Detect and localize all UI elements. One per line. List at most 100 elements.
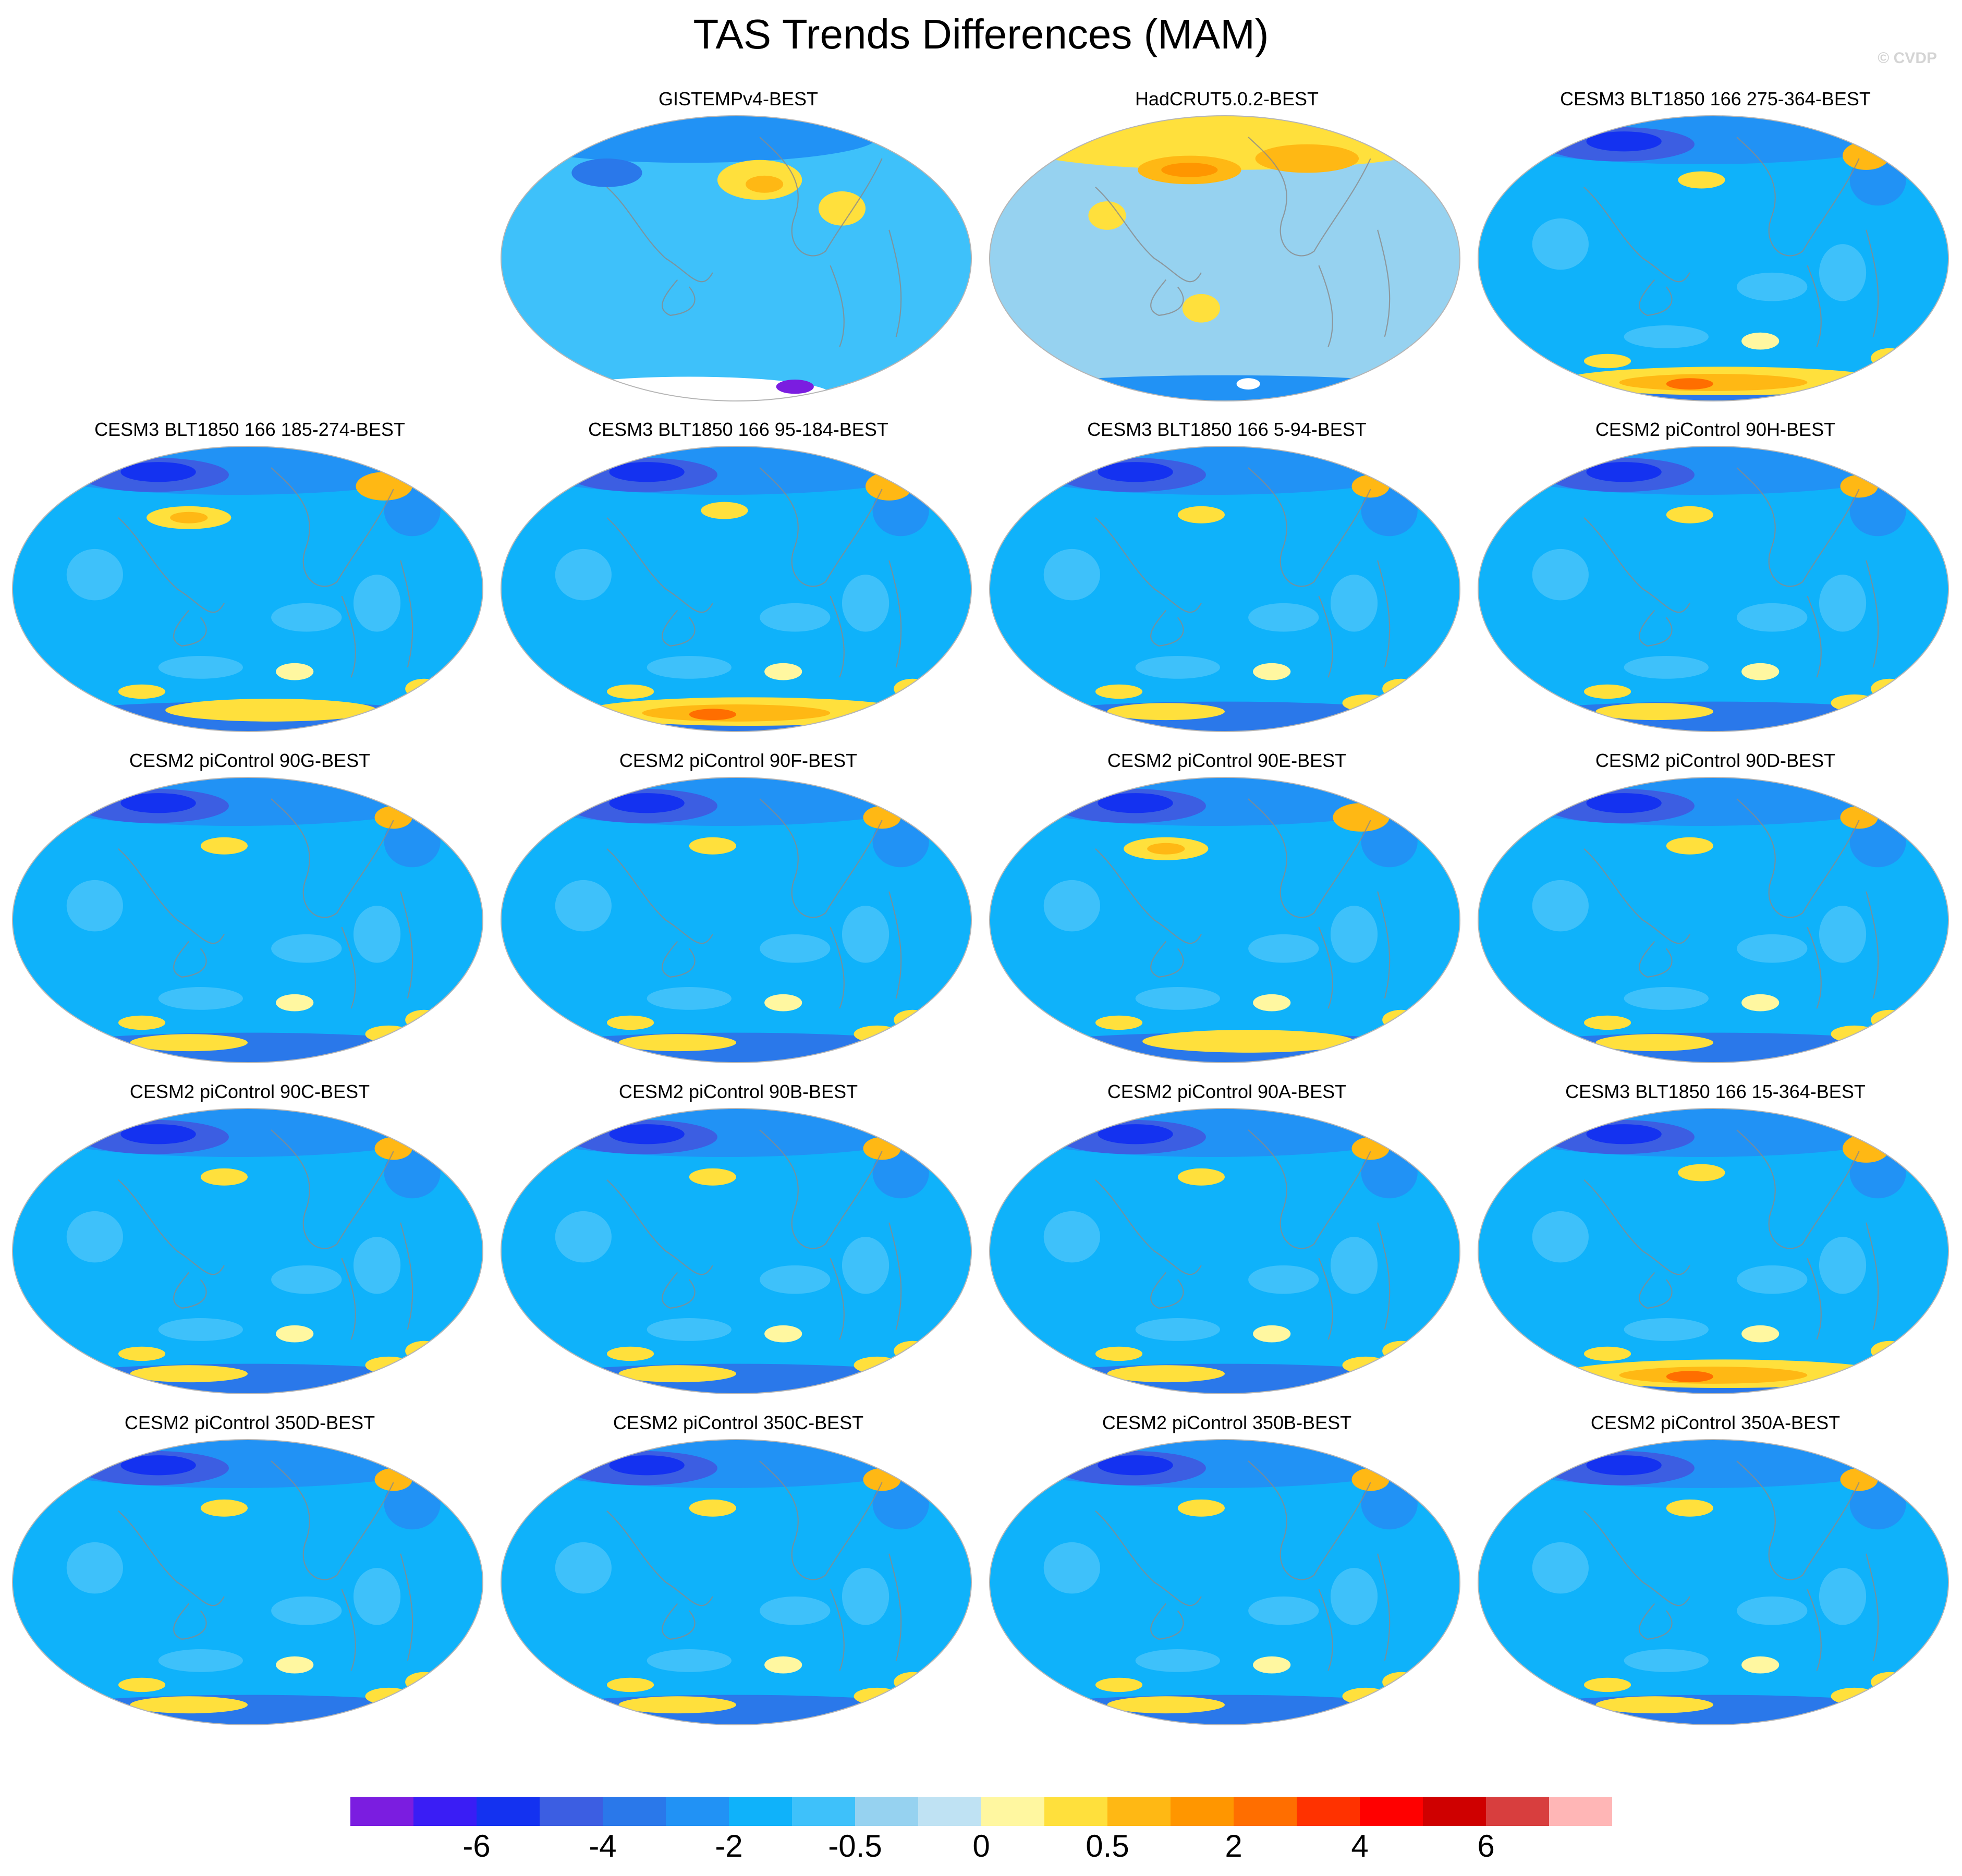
warm-atl: [818, 191, 866, 226]
colorbar-swatch: [540, 1797, 603, 1826]
light-patch-1: [66, 549, 123, 601]
coastline: [830, 927, 845, 1009]
warm-south-1: [118, 1677, 166, 1692]
light-patch-4: [353, 906, 401, 963]
coastline: [1377, 1222, 1391, 1330]
panel-title: CESM3 BLT1850 166 15-364-BEST: [1565, 1081, 1866, 1102]
colorbar-tick-label: 0: [972, 1829, 990, 1863]
map-field: [501, 777, 971, 1063]
light-patch-3: [647, 1649, 732, 1672]
coastline: [400, 891, 413, 999]
coastline: [1377, 229, 1391, 337]
light-patch-3: [1624, 1318, 1709, 1341]
warm-south-1: [118, 684, 166, 699]
map-border: [12, 1108, 483, 1394]
panel-title: HadCRUT5.0.2-BEST: [1135, 88, 1319, 109]
warm-south-band: [618, 1696, 736, 1714]
cold-blob-atlantic: [384, 1478, 441, 1530]
south-band-cold: [1013, 375, 1436, 401]
colorbar-swatch: [729, 1797, 793, 1826]
colorbar-swatch: [1486, 1797, 1550, 1826]
coastline: [662, 279, 696, 316]
light-patch-3: [158, 1649, 243, 1672]
map-panel: CESM2 piControl 90H-BEST: [1476, 418, 1955, 736]
panel-title: CESM2 piControl 350B-BEST: [1102, 1412, 1352, 1433]
map-panel: CESM2 piControl 90E-BEST: [988, 749, 1466, 1067]
warm-pacific: [689, 837, 736, 855]
coastline: [662, 610, 696, 647]
coastline: [1583, 1510, 1690, 1606]
warm-south-3: [1382, 1341, 1420, 1361]
light-patch-3: [1624, 987, 1709, 1010]
colorbar-swatch: [792, 1797, 856, 1826]
world-map: [501, 115, 972, 401]
cold-blob-atlantic: [1849, 484, 1906, 537]
coastline: [1866, 229, 1879, 337]
world-map: [1478, 777, 1949, 1063]
warm-south-3: [894, 678, 932, 699]
warm-south-1: [1095, 684, 1143, 699]
map-border: [1478, 777, 1949, 1063]
colorbar-swatches: [350, 1797, 1613, 1826]
panel-title: CESM2 piControl 350C-BEST: [613, 1412, 864, 1433]
map-panel: CESM3 BLT1850 166 5-94-BEST: [988, 418, 1466, 736]
coastline: [1866, 1553, 1879, 1661]
map-border: [12, 777, 483, 1063]
colorbar-tick-label: 2: [1225, 1829, 1242, 1863]
cold-blob-atlantic: [872, 815, 929, 868]
warm-south-1: [1583, 1346, 1631, 1361]
warm-greenland: [1351, 474, 1390, 498]
map-panel: CESM3 BLT1850 166 185-274-BEST: [10, 418, 489, 736]
light-patch-3: [647, 987, 732, 1010]
warm-south-band: [1107, 703, 1225, 721]
warm-pacific-core: [170, 511, 208, 523]
light-patch-1: [1532, 218, 1589, 270]
light-patch-3: [1624, 1649, 1709, 1672]
coastline: [400, 1553, 413, 1661]
map-border: [12, 446, 483, 732]
coastline: [662, 941, 696, 978]
world-map: [989, 1108, 1460, 1394]
warm-pacific-core: [1147, 843, 1185, 855]
panel-title: CESM2 piControl 350D-BEST: [124, 1412, 375, 1433]
coastline: [1736, 798, 1860, 918]
colorbar-swatch: [1234, 1797, 1297, 1826]
warm-south-1: [118, 1015, 166, 1030]
map-field: [13, 446, 483, 732]
coastline: [830, 1589, 845, 1671]
warm-south-1: [606, 1677, 654, 1692]
light-patch-3: [647, 656, 732, 679]
panel-title: CESM3 BLT1850 166 95-184-BEST: [588, 419, 888, 440]
coastline: [341, 595, 356, 678]
warm-greenland: [374, 806, 412, 829]
warm-pacific: [1177, 1499, 1225, 1517]
warm-south-2: [1253, 1325, 1291, 1343]
south-band: [994, 1363, 1455, 1394]
light-patch-2: [760, 1596, 831, 1625]
coastline: [173, 610, 207, 647]
cold-blob-atlantic: [1361, 484, 1418, 537]
coastline: [1095, 517, 1202, 613]
warm-south-3: [1382, 1672, 1420, 1692]
warm-antarctic-hot: [689, 709, 736, 721]
purple-patch: [776, 379, 814, 394]
coastline: [400, 560, 413, 668]
map-border: [989, 115, 1460, 401]
coastline: [759, 1129, 883, 1249]
light-patch-4: [842, 1568, 889, 1625]
colorbar-swatch: [1360, 1797, 1423, 1826]
map-border: [1478, 446, 1949, 732]
light-patch-2: [760, 603, 831, 632]
warm-south-2: [1253, 994, 1291, 1012]
map-panel: CESM2 piControl 90A-BEST: [988, 1080, 1466, 1398]
map-border: [501, 1439, 972, 1725]
panel-title: CESM2 piControl 90H-BEST: [1595, 419, 1836, 440]
warm-greenland: [1840, 1468, 1878, 1491]
map-border: [501, 446, 972, 732]
panel-title: CESM2 piControl 90G-BEST: [129, 750, 371, 771]
warm-greenland: [1351, 1137, 1390, 1160]
warm-south-band: [130, 1365, 248, 1383]
coastline: [662, 1272, 696, 1309]
light-patch-4: [1330, 906, 1378, 963]
warm-south-3: [1382, 678, 1420, 699]
